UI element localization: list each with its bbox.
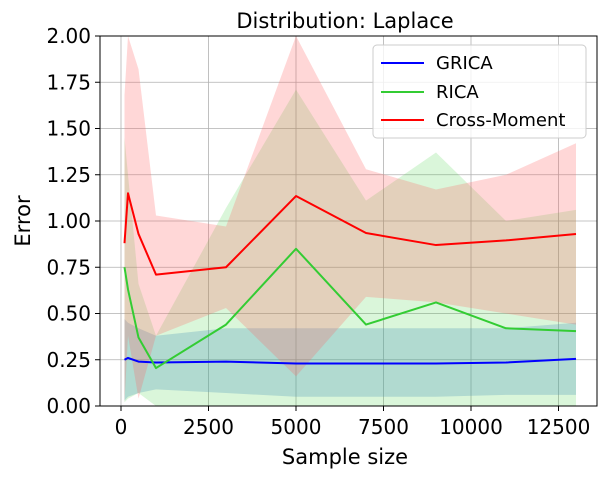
y-tick-label: 0.25: [46, 348, 91, 372]
x-axis: 0 2500 5000 7500 10000 12500: [115, 406, 591, 439]
x-tick-label: 7500: [358, 415, 409, 439]
x-tick-label: 0: [115, 415, 128, 439]
y-axis: 0.00 0.25 0.50 0.75 1.00 1.25 1.50 1.75 2.00: [46, 24, 100, 418]
y-tick-label: 1.75: [46, 70, 91, 94]
x-tick-label: 2500: [183, 415, 234, 439]
line-rica: [123, 247, 577, 370]
legend-label-rica: RICA: [436, 82, 479, 103]
y-tick-label: 1.00: [46, 209, 91, 233]
line-grica: [124, 356, 577, 365]
chart-title: Distribution: Laplace: [236, 9, 453, 33]
y-tick-label: 0.00: [46, 394, 91, 418]
y-tick-label: 0.50: [46, 302, 91, 326]
x-tick-label: 10000: [439, 415, 503, 439]
legend-label-cross-moment: Cross-Moment: [436, 110, 565, 131]
confidence-bands: [124, 36, 576, 407]
y-tick-label: 1.50: [46, 117, 91, 141]
y-tick-label: 1.25: [46, 163, 91, 187]
legend-label-grica: GRICA: [436, 53, 493, 74]
x-axis-label: Sample size: [282, 445, 408, 469]
x-tick-label: 5000: [271, 415, 322, 439]
y-axis-label: Error: [11, 195, 35, 247]
series-lines: [123, 192, 577, 370]
legend-box: [372, 44, 587, 139]
y-tick-label: 2.00: [46, 24, 91, 48]
band-grica: [124, 319, 576, 401]
line-cross-moment: [123, 192, 577, 276]
x-tick-label: 12500: [527, 415, 591, 439]
band-cross-moment: [124, 36, 576, 403]
legend: GRICA RICA Cross-Moment: [372, 44, 587, 139]
y-tick-label: 0.75: [46, 255, 91, 279]
band-rica: [124, 89, 576, 407]
